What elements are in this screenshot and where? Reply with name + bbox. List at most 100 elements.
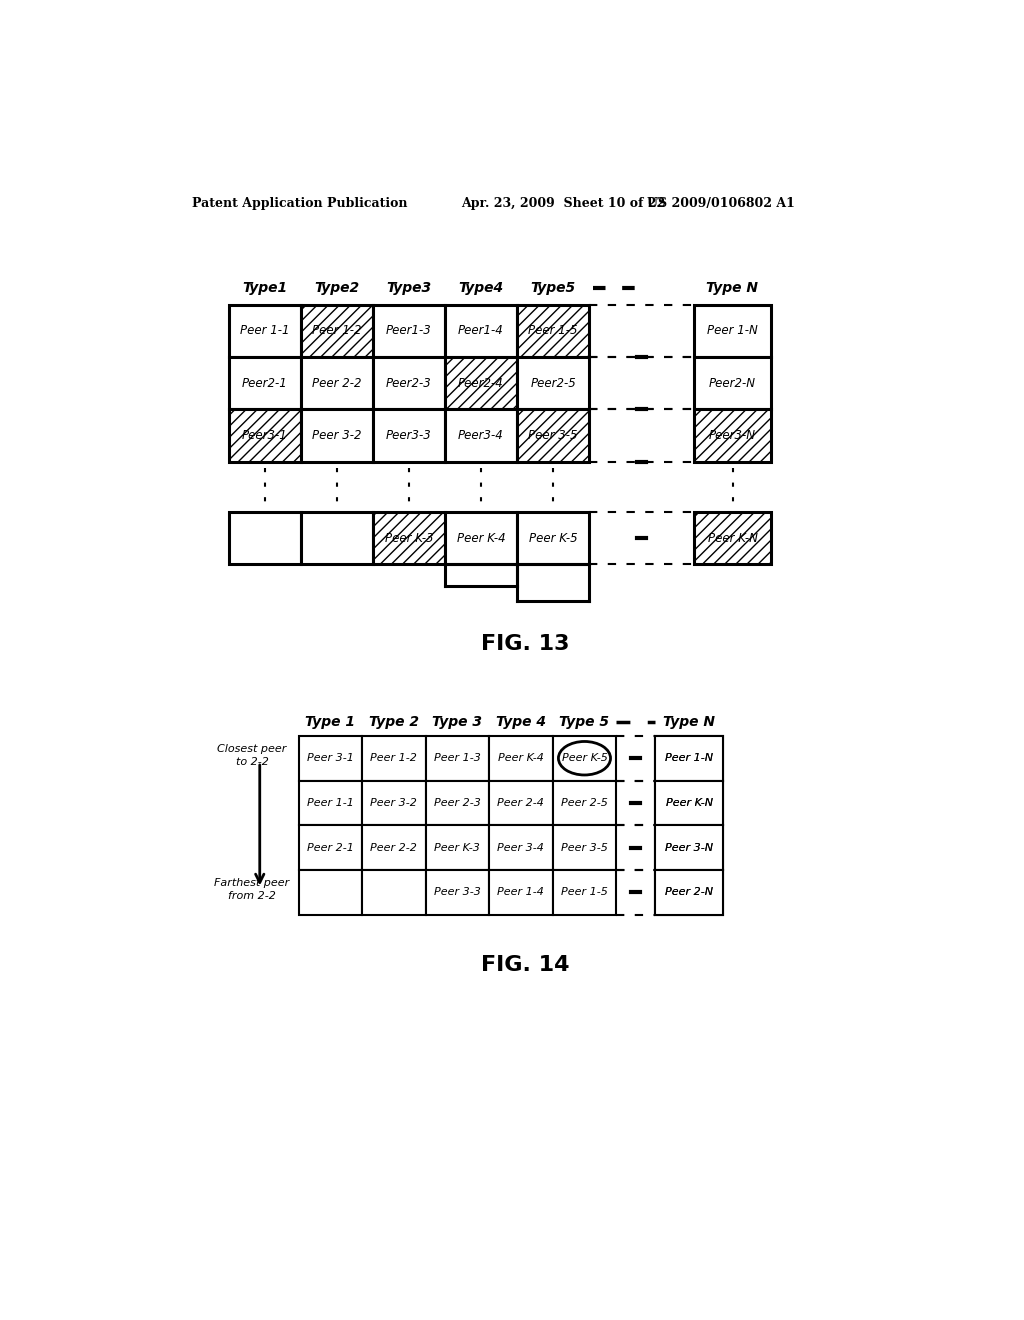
Text: Peer 3-N: Peer 3-N — [665, 842, 713, 853]
Bar — [301, 358, 373, 409]
Text: Type 3: Type 3 — [432, 715, 482, 729]
Bar — [445, 409, 517, 462]
Bar — [373, 512, 445, 564]
Text: Peer K-N: Peer K-N — [708, 532, 758, 545]
Bar — [301, 305, 373, 358]
Text: Peer K-3: Peer K-3 — [434, 842, 480, 853]
Text: Peer2-N: Peer2-N — [709, 376, 756, 389]
Text: Peer 2-2: Peer 2-2 — [312, 376, 361, 389]
Bar — [373, 358, 445, 409]
Bar — [655, 825, 723, 870]
Bar — [362, 737, 426, 780]
Text: Peer3-4: Peer3-4 — [458, 429, 504, 442]
Text: Type5: Type5 — [530, 281, 575, 294]
Bar — [299, 825, 362, 870]
Bar — [301, 512, 373, 564]
Text: Type N: Type N — [664, 715, 715, 729]
Text: Peer 1-5: Peer 1-5 — [528, 325, 578, 338]
Text: Peer K-5: Peer K-5 — [528, 532, 578, 545]
Text: Peer K-4: Peer K-4 — [498, 754, 544, 763]
Bar — [299, 870, 362, 915]
Bar — [517, 358, 589, 409]
Bar — [445, 358, 517, 409]
Bar — [362, 825, 426, 870]
Bar — [228, 512, 301, 564]
Text: Peer K-3: Peer K-3 — [385, 532, 433, 545]
Bar — [655, 780, 723, 825]
Text: Peer 2-3: Peer 2-3 — [434, 797, 481, 808]
Bar — [426, 780, 489, 825]
Text: Type1: Type1 — [243, 281, 288, 294]
Text: Type N: Type N — [707, 281, 759, 294]
Text: Peer 1-3: Peer 1-3 — [434, 754, 481, 763]
Bar — [228, 358, 301, 409]
Bar — [517, 512, 589, 564]
Text: Peer 1-1: Peer 1-1 — [307, 797, 353, 808]
Bar — [655, 780, 723, 825]
Bar — [373, 409, 445, 462]
Text: Peer 2-N: Peer 2-N — [665, 887, 713, 898]
Text: Peer 1-4: Peer 1-4 — [498, 887, 545, 898]
Text: Peer K-N: Peer K-N — [666, 797, 713, 808]
Bar — [553, 870, 616, 915]
Text: Peer3-N: Peer3-N — [709, 429, 756, 442]
Bar — [655, 737, 723, 780]
Bar — [489, 870, 553, 915]
Bar — [655, 870, 723, 915]
Text: Peer2-1: Peer2-1 — [242, 376, 288, 389]
Text: Type2: Type2 — [314, 281, 359, 294]
Text: Type3: Type3 — [386, 281, 431, 294]
Text: Peer K-N: Peer K-N — [666, 797, 713, 808]
Text: Peer1-3: Peer1-3 — [386, 325, 432, 338]
Bar — [553, 737, 616, 780]
Bar — [553, 780, 616, 825]
Text: Closest peer: Closest peer — [217, 744, 287, 754]
Text: Peer2-3: Peer2-3 — [386, 376, 432, 389]
Text: Peer 3-5: Peer 3-5 — [528, 429, 578, 442]
Text: Peer 3-2: Peer 3-2 — [371, 797, 417, 808]
Bar — [426, 870, 489, 915]
Text: Peer 1-N: Peer 1-N — [708, 325, 758, 338]
Bar — [228, 305, 301, 358]
Bar — [445, 512, 517, 564]
Bar — [655, 870, 723, 915]
Text: FIG. 13: FIG. 13 — [480, 634, 569, 653]
Text: Peer 3-2: Peer 3-2 — [312, 429, 361, 442]
Text: Peer3-1: Peer3-1 — [242, 429, 288, 442]
Text: Peer 2-N: Peer 2-N — [665, 887, 713, 898]
Text: Peer2-4: Peer2-4 — [458, 376, 504, 389]
Text: Apr. 23, 2009  Sheet 10 of 22: Apr. 23, 2009 Sheet 10 of 22 — [461, 197, 666, 210]
Text: Peer 3-3: Peer 3-3 — [434, 887, 481, 898]
Bar — [445, 305, 517, 358]
Text: Peer 2-4: Peer 2-4 — [498, 797, 545, 808]
Bar — [517, 409, 589, 462]
Bar — [489, 780, 553, 825]
Text: Peer 1-2: Peer 1-2 — [312, 325, 361, 338]
Bar — [655, 825, 723, 870]
Text: US 2009/0106802 A1: US 2009/0106802 A1 — [647, 197, 795, 210]
Bar — [553, 825, 616, 870]
Bar — [693, 409, 771, 462]
Bar — [693, 305, 771, 358]
Text: Peer 2-2: Peer 2-2 — [371, 842, 417, 853]
Text: Peer 3-5: Peer 3-5 — [561, 842, 608, 853]
Text: to 2-2: to 2-2 — [236, 758, 268, 767]
Text: Peer 3-4: Peer 3-4 — [498, 842, 545, 853]
Bar — [489, 737, 553, 780]
Text: Peer1-4: Peer1-4 — [458, 325, 504, 338]
Text: Peer3-3: Peer3-3 — [386, 429, 432, 442]
Text: Patent Application Publication: Patent Application Publication — [191, 197, 408, 210]
Text: Peer 3-1: Peer 3-1 — [307, 754, 353, 763]
Bar — [693, 358, 771, 409]
Text: Peer 1-5: Peer 1-5 — [561, 887, 608, 898]
Bar — [362, 870, 426, 915]
Text: Type 2: Type 2 — [369, 715, 419, 729]
Text: Peer 1-N: Peer 1-N — [665, 754, 713, 763]
Text: Peer 3-N: Peer 3-N — [665, 842, 713, 853]
Text: Type4: Type4 — [459, 281, 504, 294]
Bar — [426, 825, 489, 870]
Text: Peer 1-N: Peer 1-N — [665, 754, 713, 763]
Text: Peer 1-1: Peer 1-1 — [240, 325, 290, 338]
Text: Type 4: Type 4 — [496, 715, 546, 729]
Text: Type 5: Type 5 — [559, 715, 609, 729]
